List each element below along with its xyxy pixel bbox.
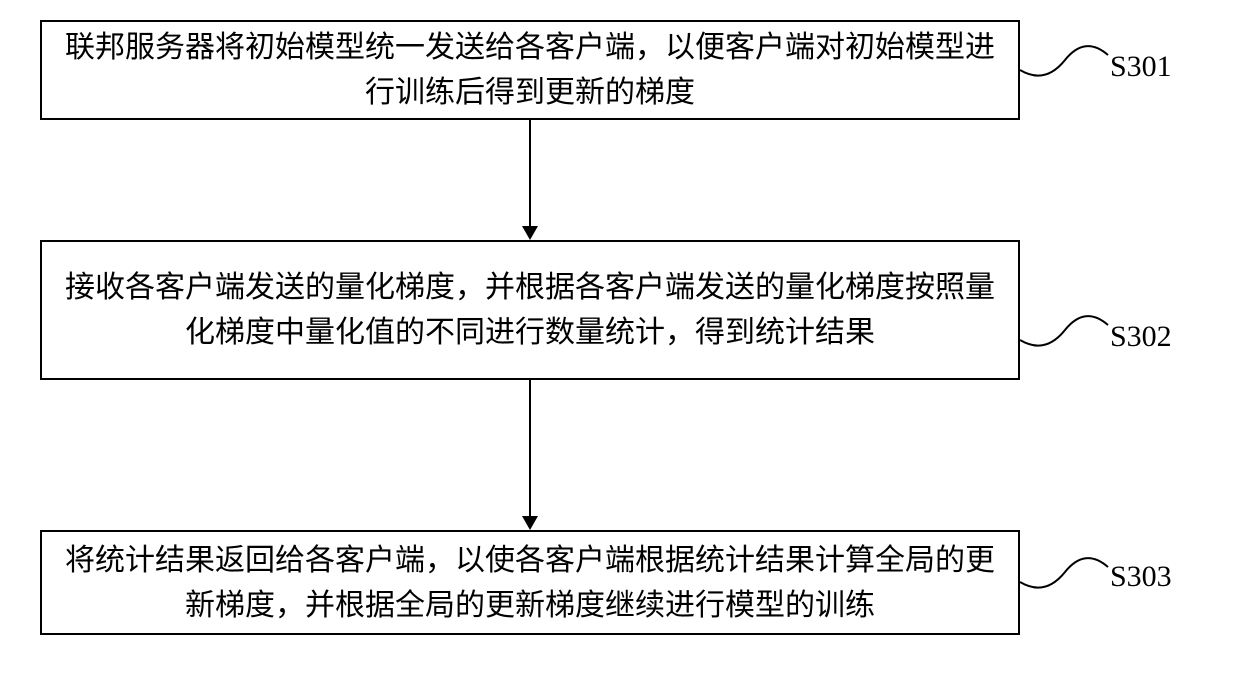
step-text-3: 将统计结果返回给各客户端，以使各客户端根据统计结果计算全局的更新梯度，并根据全局… [62,538,998,628]
flowchart-step-box-3: 将统计结果返回给各客户端，以使各客户端根据统计结果计算全局的更新梯度，并根据全局… [40,530,1020,635]
arrow-line-1 [529,120,531,226]
step-label-2: S302 [1110,320,1172,354]
step-label-3: S303 [1110,560,1172,594]
arrow-head-2 [522,516,538,530]
step-text-1: 联邦服务器将初始模型统一发送给各客户端，以便客户端对初始模型进行训练后得到更新的… [62,25,998,115]
flowchart-container: 联邦服务器将初始模型统一发送给各客户端，以便客户端对初始模型进行训练后得到更新的… [0,0,1239,673]
curve-connector-1 [1020,30,1110,90]
arrow-line-2 [529,380,531,516]
curve-connector-3 [1020,542,1110,602]
step-text-2: 接收各客户端发送的量化梯度，并根据各客户端发送的量化梯度按照量化梯度中量化值的不… [62,265,998,355]
curve-connector-2 [1020,300,1110,360]
step-label-1: S301 [1110,50,1172,84]
arrow-head-1 [522,226,538,240]
flowchart-step-box-1: 联邦服务器将初始模型统一发送给各客户端，以便客户端对初始模型进行训练后得到更新的… [40,20,1020,120]
flowchart-step-box-2: 接收各客户端发送的量化梯度，并根据各客户端发送的量化梯度按照量化梯度中量化值的不… [40,240,1020,380]
